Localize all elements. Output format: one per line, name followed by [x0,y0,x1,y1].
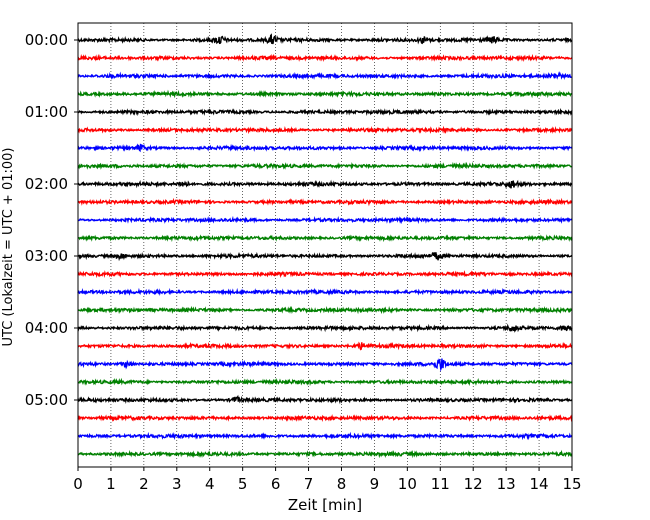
y-tick-label-0000: 00:00 [25,31,68,49]
x-axis-ticks: 0 1 2 3 4 5 6 7 8 9 10 11 12 13 14 15 [73,467,582,493]
x-axis-label: Zeit [min] [288,496,362,514]
trace-row-0400 [77,323,573,333]
trace-row-0130 [77,143,573,153]
x-tick-label-8: 8 [337,475,347,493]
trace-row-0545 [77,449,573,459]
trace-row-0215 [77,197,573,207]
x-tick-label-6: 6 [271,475,281,493]
x-tick-label-10: 10 [398,475,417,493]
trace-row-0045 [77,89,573,99]
trace-row-0500 [77,394,573,405]
x-tick-label-15: 15 [562,475,581,493]
trace-row-0430 [77,358,573,372]
trace-row-0245 [77,234,573,243]
trace-row-0100 [77,107,573,117]
trace-row-0345 [77,305,573,315]
x-tick-label-2: 2 [139,475,149,493]
x-tick-label-3: 3 [172,475,182,493]
trace-row-0230 [77,215,573,225]
trace-row-0115 [77,125,573,135]
trace-row-0530 [77,431,573,441]
y-tick-label-0200: 02:00 [25,175,68,193]
x-tick-label-1: 1 [106,475,116,493]
y-tick-label-0300: 03:00 [25,247,68,265]
trace-row-0415 [77,341,573,351]
y-axis-ticks: 00:00 01:00 02:00 03:00 04:00 05:00 [25,31,78,409]
x-tick-label-9: 9 [370,475,380,493]
x-gridlines [110,23,540,467]
trace-row-0315 [77,270,573,279]
plot-frame [77,22,573,468]
x-tick-label-0: 0 [73,475,83,493]
y-tick-label-0500: 05:00 [25,391,68,409]
trace-row-0200 [77,179,573,189]
trace-row-0000 [77,33,573,45]
y-tick-label-0400: 04:00 [25,319,68,337]
trace-row-0330 [77,287,573,296]
y-tick-label-0100: 01:00 [25,103,68,121]
trace-row-0515 [77,414,573,423]
trace-row-0300 [77,251,573,262]
y-axis-label: UTC (Lokalzeit = UTC + 01:00) [1,148,16,347]
seismogram-traces [77,33,573,459]
trace-row-0030 [77,71,573,81]
x-tick-label-7: 7 [304,475,314,493]
x-tick-label-11: 11 [431,475,450,493]
x-tick-label-12: 12 [464,475,483,493]
x-tick-label-14: 14 [530,475,549,493]
trace-row-0015 [77,53,573,63]
trace-row-0445 [77,377,573,387]
x-tick-label-5: 5 [238,475,248,493]
x-tick-label-4: 4 [205,475,215,493]
trace-row-0145 [77,161,573,171]
x-tick-label-13: 13 [497,475,516,493]
